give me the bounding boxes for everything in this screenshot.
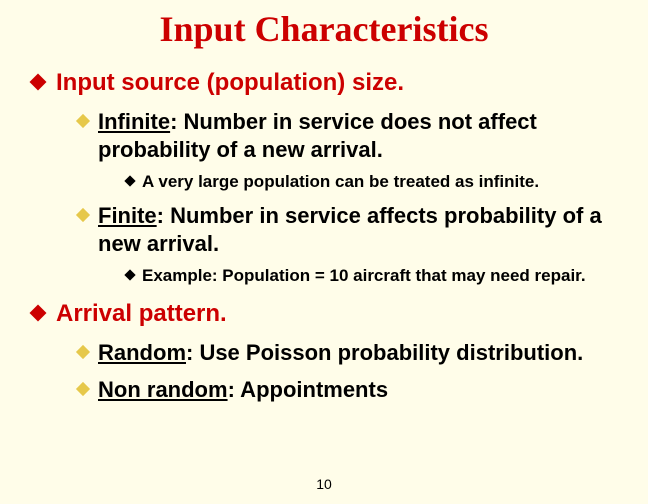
l2-text: Non random: Appointments bbox=[98, 376, 388, 404]
l2-rest: : Appointments bbox=[228, 377, 389, 402]
l2-text: Infinite: Number in service does not aff… bbox=[98, 108, 620, 163]
l1-text: Input source (population) size. bbox=[56, 68, 404, 98]
diamond-icon bbox=[30, 74, 47, 91]
diamond-icon bbox=[124, 175, 135, 186]
bullet-l2-finite: Finite: Number in service affects probab… bbox=[28, 202, 620, 257]
bullet-l3-example-aircraft: Example: Population = 10 aircraft that m… bbox=[28, 265, 620, 286]
diamond-icon bbox=[76, 208, 90, 222]
slide: Input Characteristics Input source (popu… bbox=[0, 0, 648, 404]
diamond-icon bbox=[124, 270, 135, 281]
bullet-l1-arrival-pattern: Arrival pattern. bbox=[28, 299, 620, 329]
bullet-l1-input-source: Input source (population) size. bbox=[28, 68, 620, 98]
l2-label: Random bbox=[98, 340, 186, 365]
bullet-l3-large-population: A very large population can be treated a… bbox=[28, 171, 620, 192]
l2-text: Random: Use Poisson probability distribu… bbox=[98, 339, 583, 367]
l2-label: Finite bbox=[98, 203, 157, 228]
l2-rest: : Use Poisson probability distribution. bbox=[186, 340, 583, 365]
l3-text: Example: Population = 10 aircraft that m… bbox=[142, 265, 586, 286]
l1-text: Arrival pattern. bbox=[56, 299, 227, 329]
bullet-l2-non-random: Non random: Appointments bbox=[28, 376, 620, 404]
diamond-icon bbox=[76, 382, 90, 396]
l2-label: Infinite bbox=[98, 109, 170, 134]
slide-title: Input Characteristics bbox=[28, 8, 620, 50]
bullet-l2-infinite: Infinite: Number in service does not aff… bbox=[28, 108, 620, 163]
l3-text: A very large population can be treated a… bbox=[142, 171, 539, 192]
diamond-icon bbox=[76, 344, 90, 358]
l2-rest: : Number in service affects probability … bbox=[98, 203, 602, 256]
bullet-l2-random: Random: Use Poisson probability distribu… bbox=[28, 339, 620, 367]
l2-text: Finite: Number in service affects probab… bbox=[98, 202, 620, 257]
page-number: 10 bbox=[316, 476, 332, 492]
diamond-icon bbox=[30, 304, 47, 321]
diamond-icon bbox=[76, 114, 90, 128]
l2-label: Non random bbox=[98, 377, 228, 402]
